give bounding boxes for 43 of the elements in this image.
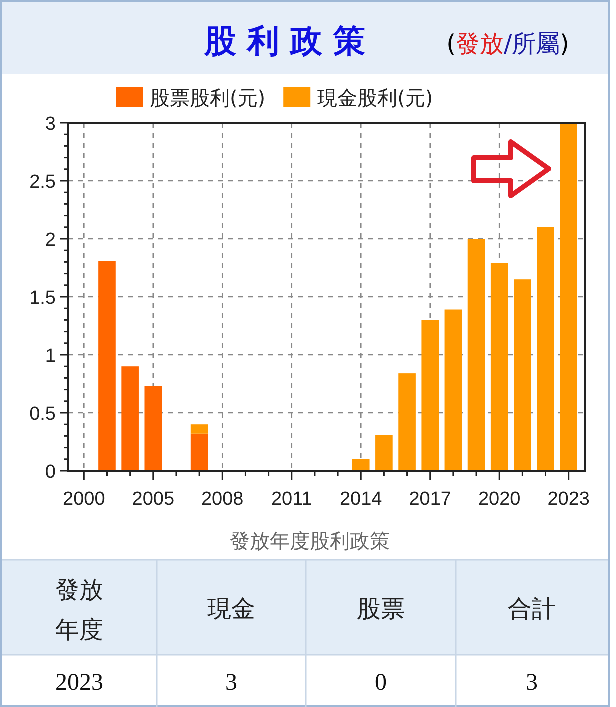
bar	[190, 434, 208, 471]
x-tick-label: 2020	[478, 489, 521, 510]
x-tick-label: 2023	[548, 489, 590, 510]
text: 現金	[208, 595, 256, 623]
y-tick-label: 1.5	[30, 288, 56, 309]
y-tick-label: 3	[45, 114, 56, 135]
text: 3	[526, 670, 538, 696]
x-tick-label: 2005	[132, 489, 175, 510]
bar	[444, 310, 462, 471]
bar	[98, 261, 116, 471]
text: 0	[375, 670, 387, 696]
bar	[490, 263, 508, 471]
bar	[514, 280, 532, 471]
y-tick-label: 2.5	[30, 172, 56, 193]
bar	[190, 424, 208, 434]
bar	[144, 386, 162, 471]
chart-title: 股 利 政 策	[203, 22, 366, 60]
bar	[537, 227, 554, 471]
y-tick-label: 0	[45, 462, 56, 483]
text: 3	[226, 670, 238, 696]
y-tick-label: 2	[45, 230, 56, 251]
y-tick-label: 1	[45, 346, 56, 367]
chart-subtitle: (發放/所屬)	[446, 30, 570, 58]
bar	[122, 366, 139, 471]
text: 股票	[357, 595, 405, 623]
x-tick-label: 2011	[271, 489, 312, 510]
bar	[468, 239, 486, 471]
legend-label: 股票股利(元)	[150, 86, 266, 110]
text: 發放年度	[56, 576, 104, 644]
x-tick-label: 2017	[409, 489, 452, 510]
bar	[352, 459, 370, 471]
y-tick-label: 0.5	[30, 404, 56, 425]
bar	[560, 123, 578, 471]
text: 發放年度股利政策	[230, 529, 390, 553]
legend-label: 現金股利(元)	[318, 86, 434, 110]
text: 合計	[508, 595, 556, 623]
text: 2023	[56, 670, 104, 696]
bar	[398, 374, 416, 471]
x-tick-label: 2014	[340, 489, 383, 510]
bar	[422, 320, 440, 471]
bar	[376, 435, 393, 471]
x-tick-label: 2000	[63, 489, 106, 510]
x-tick-label: 2008	[202, 489, 244, 510]
